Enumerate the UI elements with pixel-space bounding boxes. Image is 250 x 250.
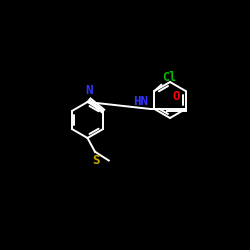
Text: HN: HN <box>134 95 148 108</box>
Text: Cl: Cl <box>162 71 177 84</box>
Text: N: N <box>86 84 93 97</box>
Text: S: S <box>92 154 100 167</box>
Text: O: O <box>172 90 180 104</box>
